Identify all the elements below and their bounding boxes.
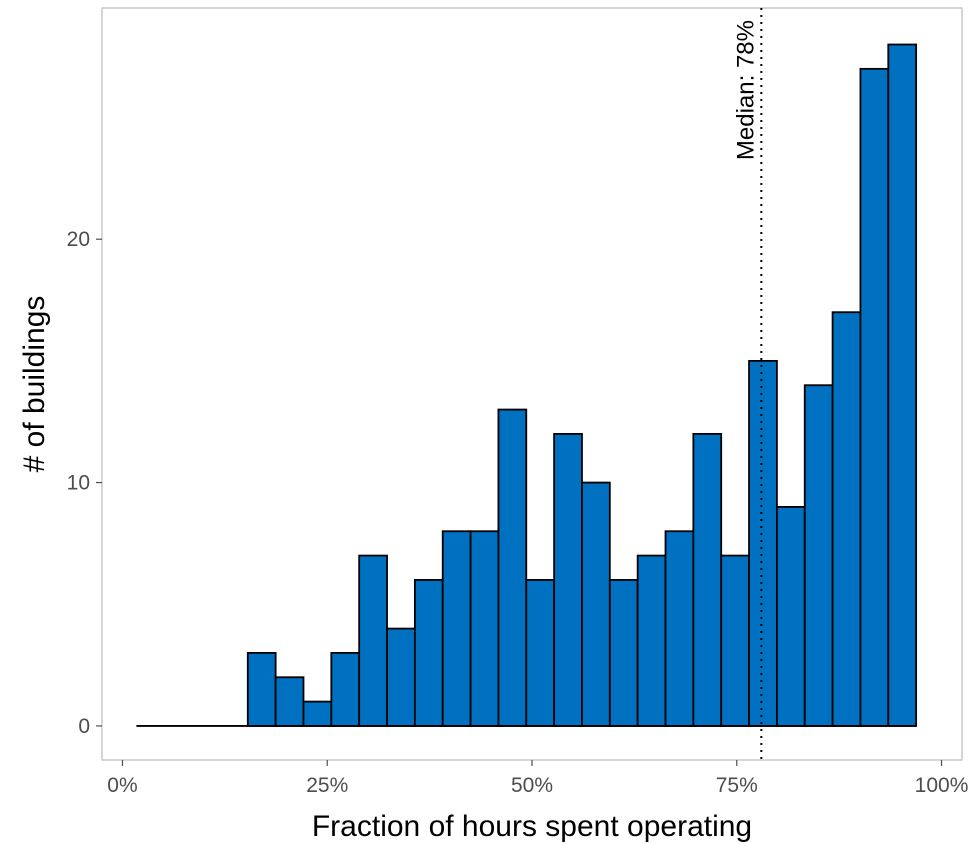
histogram-bar [330,652,361,727]
histogram-bar [803,384,834,727]
histogram-bar [636,554,667,727]
histogram-bar [497,408,528,727]
histogram-bar [553,432,583,727]
histogram-bar [831,311,862,727]
y-tick-label: 0 [78,715,90,738]
histogram-bar [859,67,890,727]
histogram-bar [720,554,750,727]
histogram-bar [692,432,723,727]
histogram-bar [386,627,416,727]
y-tick-label: 20 [67,228,90,251]
histogram-bar [302,700,333,727]
y-axis-ticks: 0 10 20 [67,228,102,738]
y-axis-title: # of buildings [18,296,51,473]
histogram-bar [525,579,556,727]
histogram-bar [581,481,611,727]
histogram-bar [664,530,695,727]
histogram-bar [274,676,305,727]
y-tick-label: 10 [67,472,90,495]
x-axis-title: Fraction of hours spent operating [312,810,752,843]
histogram-bar [358,554,388,727]
histogram-bar [246,652,277,727]
histogram-bar [469,530,500,727]
histogram-bar [748,359,778,727]
histogram-bar [608,579,639,727]
x-tick-label: 50% [511,774,553,797]
histogram-bar [441,530,472,727]
x-tick-label: 100% [915,774,969,797]
x-tick-label: 25% [306,774,348,797]
histogram-bar [887,43,918,727]
x-axis-ticks: 0% 25% 50% 75% 100% [107,760,968,797]
median-label: Median: 78% [732,20,759,160]
histogram-bar [413,579,444,727]
histogram-bar [775,505,806,727]
x-tick-label: 75% [716,774,758,797]
x-tick-label: 0% [107,774,137,797]
bars-group [246,43,918,727]
